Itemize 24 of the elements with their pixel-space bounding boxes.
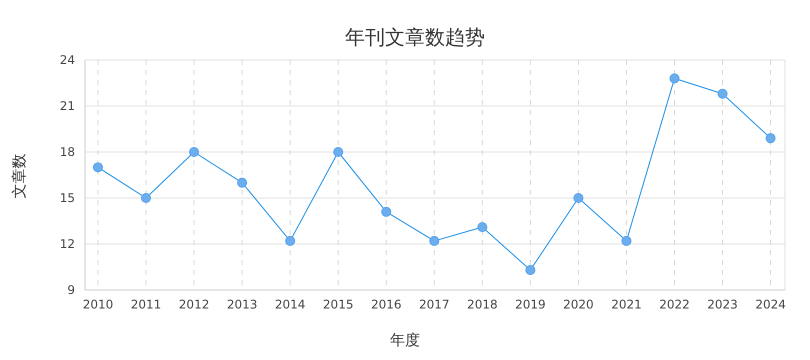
x-tick-label: 2012 [178,298,210,312]
x-tick-label: 2014 [274,298,306,312]
x-tick-label: 2019 [515,298,546,312]
x-tick-label: 2017 [419,298,450,312]
x-tick-label: 2015 [322,298,354,312]
y-tick-label: 21 [60,98,75,113]
y-tick-label: 24 [60,52,75,67]
x-tick-label: 2013 [226,298,258,312]
y-tick-label: 15 [60,190,75,205]
x-tick-label: 2020 [563,298,594,312]
x-tick-label: 2021 [611,298,642,312]
y-tick-label: 12 [60,236,75,251]
x-tick-label: 2016 [370,298,402,312]
x-tick-label: 2023 [707,298,738,312]
chart-title: 年刊文章数趋势 [345,25,485,49]
x-axis-title: 年度 [390,331,420,349]
y-axis-title: 文章数 [10,154,28,198]
x-tick-label: 2024 [755,298,786,312]
y-tick-label: 18 [60,144,75,159]
x-tick-label: 2022 [659,298,690,312]
x-tick-label: 2018 [467,298,498,312]
x-tick-label: 2010 [82,298,114,312]
x-tick-label: 2011 [130,298,162,312]
y-tick-label: 9 [67,282,75,297]
